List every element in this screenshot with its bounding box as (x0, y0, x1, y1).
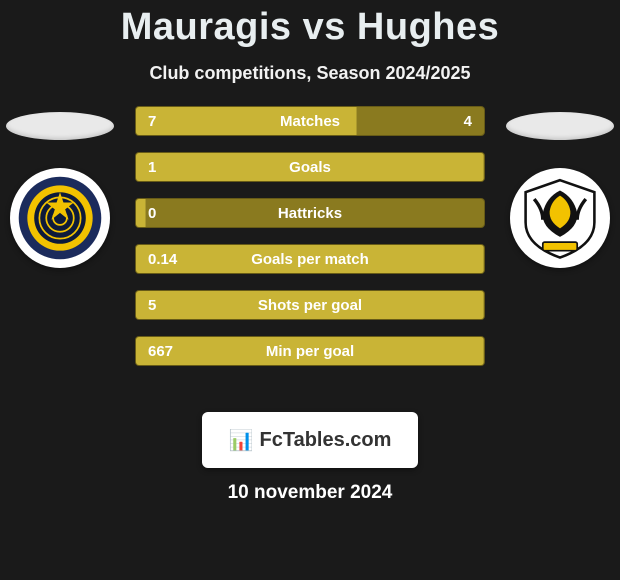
stat-bar-fill (136, 337, 484, 365)
stat-bar-fill (136, 153, 484, 181)
stat-bar: 667Min per goal (135, 336, 485, 366)
stat-left-value: 5 (148, 291, 156, 319)
left-club-badge (10, 168, 110, 268)
page-title: Mauragis vs Hughes (0, 6, 620, 49)
stat-left-value: 0.14 (148, 245, 177, 273)
phoenix-badge-icon (517, 175, 603, 261)
comparison-body: 74Matches1Goals0Hattricks0.14Goals per m… (0, 106, 620, 406)
left-country-flag (6, 112, 114, 140)
stat-bar: 1Goals (135, 152, 485, 182)
stat-right-value: 4 (464, 107, 472, 135)
right-country-flag (506, 112, 614, 140)
stat-bar-fill (136, 107, 357, 135)
footer-label: FcTables.com (260, 429, 392, 452)
right-player-column (500, 106, 620, 268)
date-text: 10 november 2024 (0, 482, 620, 504)
stat-bar: 0.14Goals per match (135, 244, 485, 274)
mariners-badge-icon (17, 175, 103, 261)
stat-bar: 0Hattricks (135, 198, 485, 228)
chart-icon: 📊 (229, 428, 252, 453)
stat-left-value: 1 (148, 153, 156, 181)
stat-bar: 74Matches (135, 106, 485, 136)
subtitle: Club competitions, Season 2024/2025 (0, 63, 620, 84)
stat-left-value: 7 (148, 107, 156, 135)
fctables-logo[interactable]: 📊 FcTables.com (202, 412, 418, 468)
stat-bar-fill (136, 245, 484, 273)
stat-bar-fill (136, 199, 146, 227)
left-player-column (0, 106, 120, 268)
stat-bars: 74Matches1Goals0Hattricks0.14Goals per m… (135, 106, 485, 382)
stat-bar-fill (136, 291, 484, 319)
stat-label: Hattricks (136, 199, 484, 227)
stat-left-value: 0 (148, 199, 156, 227)
comparison-card: Mauragis vs Hughes Club competitions, Se… (0, 0, 620, 580)
stat-bar: 5Shots per goal (135, 290, 485, 320)
stat-left-value: 667 (148, 337, 173, 365)
right-club-badge (510, 168, 610, 268)
